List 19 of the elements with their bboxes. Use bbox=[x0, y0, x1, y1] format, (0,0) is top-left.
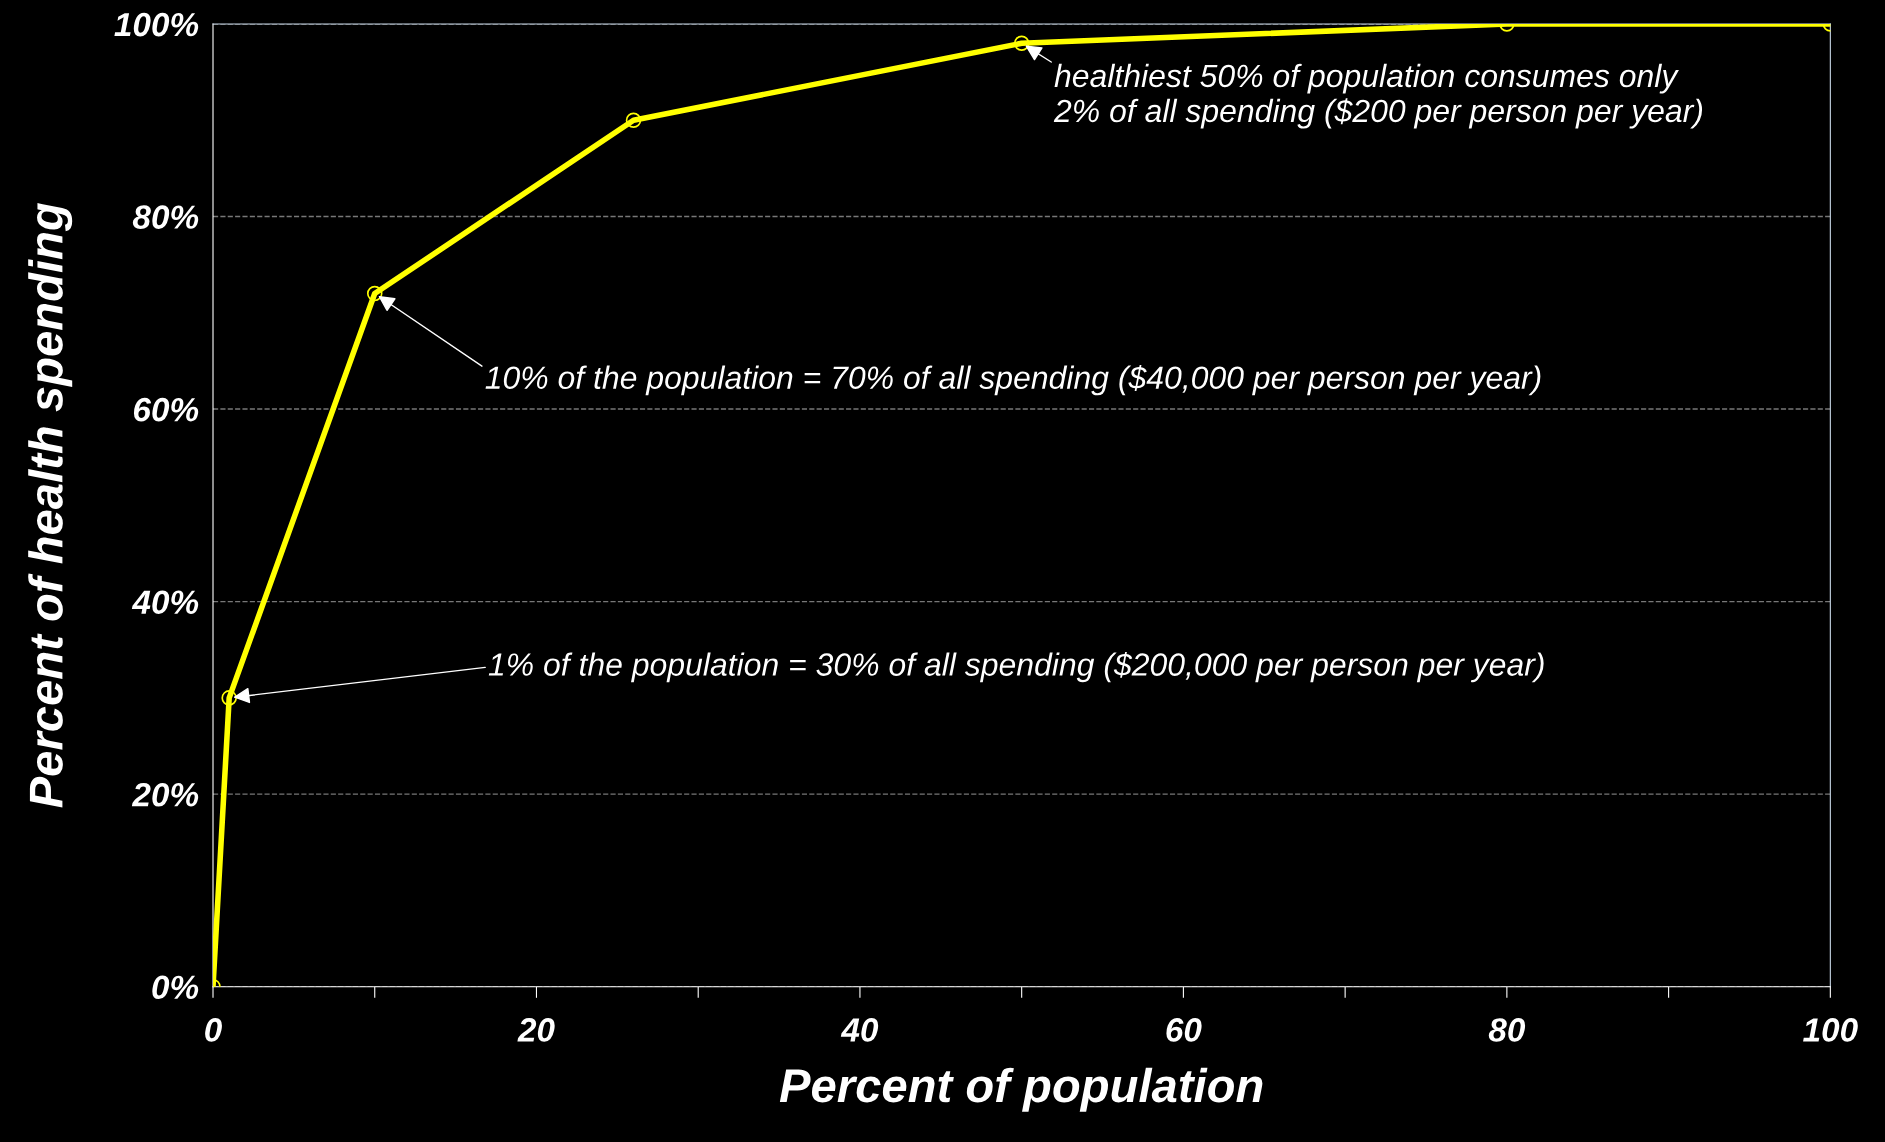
x-tick-label: 80 bbox=[1488, 1018, 1526, 1042]
annotation: 1% of the population = 30% of all spending ($200,000 per person per year) bbox=[488, 651, 1544, 683]
x-tick-label: 40 bbox=[840, 1018, 879, 1042]
x-tick-label: 0 bbox=[205, 1018, 222, 1042]
annotation: 10% of the population = 70% of all spending ($40,000 per person per year) bbox=[485, 365, 1541, 396]
x-tick-label: 100 bbox=[1803, 1018, 1858, 1042]
y-tick-label: 80% bbox=[132, 205, 199, 229]
annotation: healthiest 50% of population consumes only 2% of all spending ($200 per person per year) bbox=[1053, 63, 1703, 129]
point bbox=[625, 112, 642, 129]
x-tick-label: 60 bbox=[1166, 1018, 1202, 1042]
y-tick-label: 40% bbox=[131, 590, 199, 615]
point bbox=[1013, 35, 1030, 52]
y-tick-label: 60% bbox=[133, 397, 199, 422]
y-tick-label: 20% bbox=[131, 782, 199, 807]
y-tick-label: 100% bbox=[114, 12, 199, 37]
y-axis-title: Percent of health spending bbox=[28, 203, 73, 808]
x-axis-title: Percent of population bbox=[779, 1067, 1263, 1112]
x-tick-label: 20 bbox=[517, 1018, 555, 1042]
y-tick-label: 0% bbox=[152, 975, 199, 1000]
